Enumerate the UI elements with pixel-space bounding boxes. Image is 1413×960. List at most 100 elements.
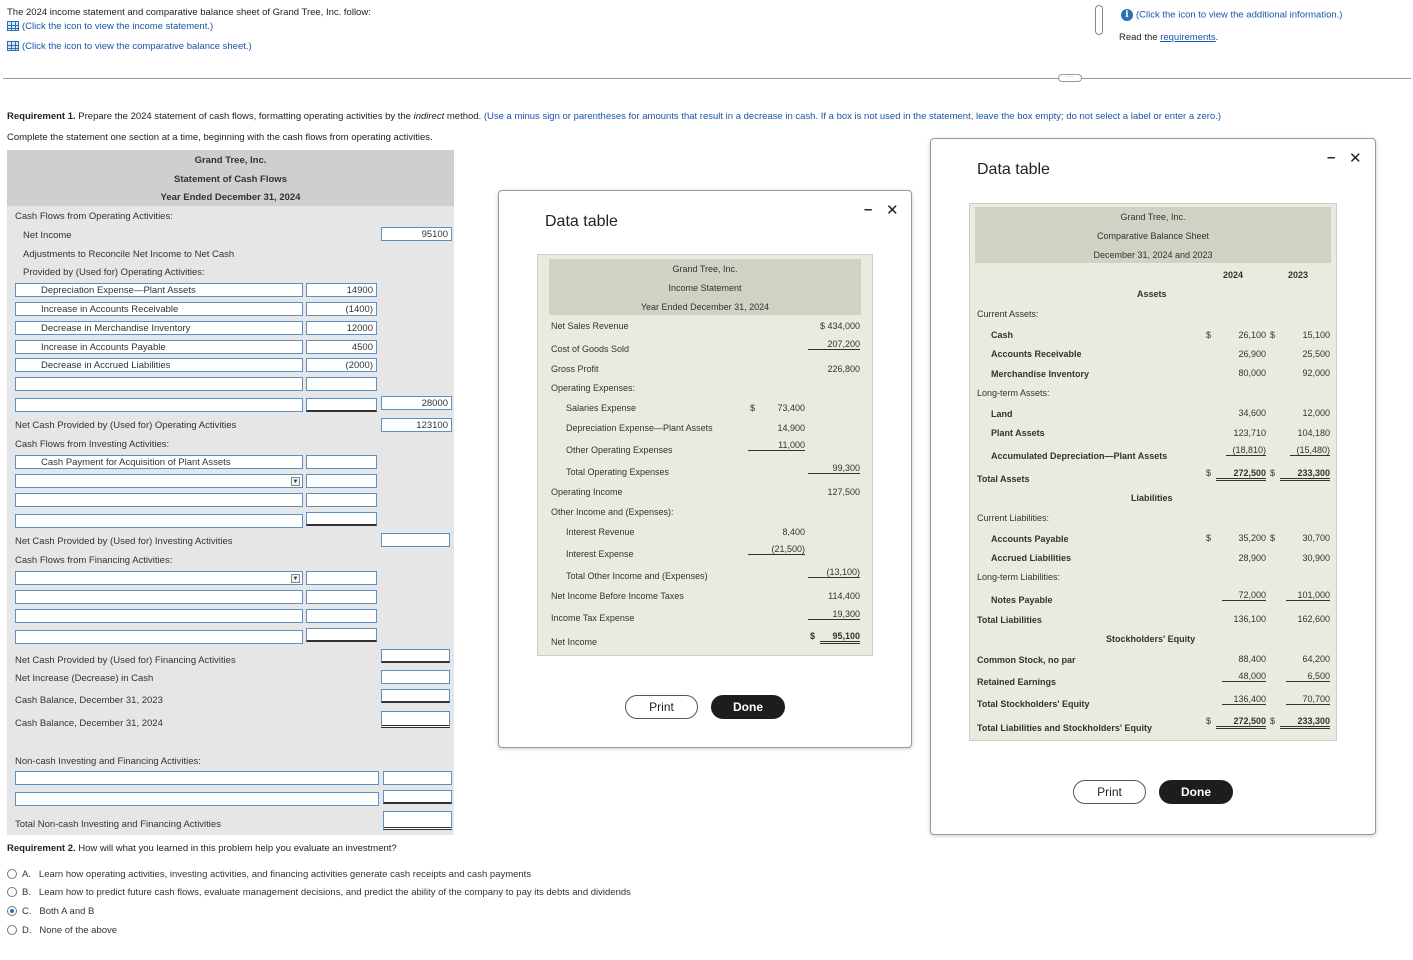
- bs-row: Accrued Liabilities: [991, 553, 1072, 563]
- dropdown-arrow-icon[interactable]: ▼: [291, 574, 300, 583]
- noncash-label-2[interactable]: [15, 792, 379, 806]
- balance-sheet-link[interactable]: (Click the icon to view the comparative …: [7, 41, 252, 52]
- option-d[interactable]: D. None of the above: [22, 925, 118, 936]
- bs-period: December 31, 2024 and 2023: [1093, 250, 1213, 260]
- net-investing-label: Net Cash Provided by (Used for) Investin…: [15, 536, 233, 547]
- bs-current-assets: Current Assets:: [977, 309, 1039, 319]
- noncash-label-1[interactable]: [15, 771, 379, 785]
- radio-option-b[interactable]: [7, 887, 17, 897]
- bs-value: 30,700: [1302, 533, 1330, 543]
- fin-item-value-3[interactable]: [306, 609, 377, 623]
- net-operating-input[interactable]: 123100: [381, 418, 452, 432]
- noncash-value-1[interactable]: [383, 771, 452, 785]
- income-statement-table: [537, 254, 873, 656]
- bs-row: Merchandise Inventory: [991, 369, 1090, 379]
- inv-item-select-2[interactable]: ▼: [15, 474, 303, 488]
- op-item-label-2[interactable]: Increase in Accounts Receivable: [15, 302, 303, 316]
- cash-2024-input[interactable]: [381, 711, 450, 728]
- op-item-label-1[interactable]: Depreciation Expense—Plant Assets: [15, 283, 303, 297]
- op-item-value-4[interactable]: 4500: [306, 340, 377, 354]
- noncash-value-2[interactable]: [383, 790, 452, 804]
- done-button[interactable]: Done: [711, 695, 785, 719]
- is-row: Gross Profit: [551, 364, 599, 374]
- done-button[interactable]: Done: [1159, 780, 1233, 804]
- inv-item-value-4[interactable]: [306, 512, 377, 526]
- bs-sign: $: [1206, 468, 1212, 478]
- op-item-label-6[interactable]: [15, 377, 303, 391]
- option-a[interactable]: A. Learn how operating activities, inves…: [22, 869, 532, 880]
- op-item-label-3[interactable]: Decrease in Merchandise Inventory: [15, 321, 303, 335]
- inv-item-label-1[interactable]: Cash Payment for Acquisition of Plant As…: [15, 455, 303, 469]
- op-adjustments-total[interactable]: 28000: [381, 396, 452, 410]
- vertical-resize-handle[interactable]: [1095, 5, 1103, 35]
- cash-2024-label: Cash Balance, December 31, 2024: [15, 718, 163, 729]
- fin-item-value-2[interactable]: [306, 590, 377, 604]
- op-item-value-7[interactable]: [306, 398, 377, 412]
- bs-value: 72,000: [1222, 590, 1266, 601]
- fin-item-value-1[interactable]: [306, 571, 377, 585]
- fin-item-label-4[interactable]: [15, 630, 303, 644]
- op-item-label-4[interactable]: Increase in Accounts Payable: [15, 340, 303, 354]
- scf-period: Year Ended December 31, 2024: [160, 192, 301, 203]
- close-icon[interactable]: ✕: [1349, 150, 1362, 167]
- radio-option-c[interactable]: [7, 906, 17, 916]
- op-item-value-6[interactable]: [306, 377, 377, 391]
- print-button[interactable]: Print: [1073, 780, 1146, 804]
- print-button[interactable]: Print: [625, 695, 698, 719]
- option-b[interactable]: B. Learn how to predict future cash flow…: [22, 887, 631, 898]
- income-statement-link[interactable]: (Click the icon to view the income state…: [7, 21, 213, 32]
- is-value: (21,500): [748, 544, 805, 555]
- fin-item-select-1[interactable]: ▼: [15, 571, 303, 585]
- op-item-value-1[interactable]: 14900: [306, 283, 377, 297]
- fin-item-label-2[interactable]: [15, 590, 303, 604]
- radio-option-a[interactable]: [7, 869, 17, 879]
- divider-expand-handle[interactable]: ····: [1058, 74, 1082, 82]
- op-item-value-3[interactable]: 12000: [306, 321, 377, 335]
- dropdown-arrow-icon[interactable]: ▼: [291, 477, 300, 486]
- requirements-link[interactable]: requirements: [1160, 32, 1216, 43]
- bs-row: Total Liabilities: [977, 615, 1042, 625]
- is-value: 127,500: [827, 487, 860, 497]
- bs-value: 12,000: [1302, 408, 1330, 418]
- cash-2023-input[interactable]: [381, 689, 450, 703]
- net-financing-input[interactable]: [381, 649, 450, 663]
- bs-current-liab: Current Liabilities:: [977, 513, 1050, 523]
- inv-item-label-4[interactable]: [15, 514, 303, 528]
- balance-dialog-title: Data table: [977, 161, 1050, 178]
- bs-liabilities-heading: Liabilities: [1131, 493, 1173, 503]
- net-increase-input[interactable]: [381, 670, 450, 684]
- radio-option-d[interactable]: [7, 925, 17, 935]
- op-item-value-5[interactable]: (2000): [306, 358, 377, 372]
- fin-item-label-3[interactable]: [15, 609, 303, 623]
- bs-lt-liab: Long-term Liabilities:: [977, 572, 1061, 582]
- option-c[interactable]: C. Both A and B: [22, 906, 95, 917]
- net-income-input[interactable]: 95100: [381, 227, 452, 241]
- read-requirements: Read the requirements.: [1119, 32, 1219, 43]
- inv-item-value-2[interactable]: [306, 474, 377, 488]
- is-value: 207,200: [808, 339, 860, 350]
- fin-item-value-4[interactable]: [306, 628, 377, 642]
- inv-item-value-3[interactable]: [306, 493, 377, 507]
- bs-value: 123,710: [1233, 428, 1266, 438]
- is-value: $ 434,000: [819, 321, 860, 331]
- op-item-value-2[interactable]: (1400): [306, 302, 377, 316]
- additional-info-link[interactable]: i (Click the icon to view the additional …: [1121, 9, 1342, 21]
- noncash-total-input[interactable]: [383, 811, 452, 830]
- op-item-label-5[interactable]: Decrease in Accrued Liabilities: [15, 358, 303, 372]
- inv-item-label-3[interactable]: [15, 493, 303, 507]
- inv-item-value-1[interactable]: [306, 455, 377, 469]
- op-item-label-7[interactable]: [15, 398, 303, 412]
- scf-title: Statement of Cash Flows: [174, 174, 287, 185]
- bs-row: Plant Assets: [991, 428, 1045, 438]
- net-investing-input[interactable]: [381, 533, 450, 547]
- close-icon[interactable]: ✕: [886, 202, 899, 219]
- info-icon: i: [1121, 9, 1133, 21]
- is-row: Depreciation Expense—Plant Assets: [566, 423, 713, 433]
- is-period: Year Ended December 31, 2024: [640, 302, 770, 312]
- minimize-icon[interactable]: –: [864, 201, 873, 218]
- adjustments-label-2: Provided by (Used for) Operating Activit…: [23, 267, 205, 278]
- bs-value: 272,500: [1216, 468, 1266, 481]
- is-sign: $: [750, 403, 756, 413]
- minimize-icon[interactable]: –: [1327, 149, 1336, 166]
- bs-value: (18,810): [1226, 445, 1266, 456]
